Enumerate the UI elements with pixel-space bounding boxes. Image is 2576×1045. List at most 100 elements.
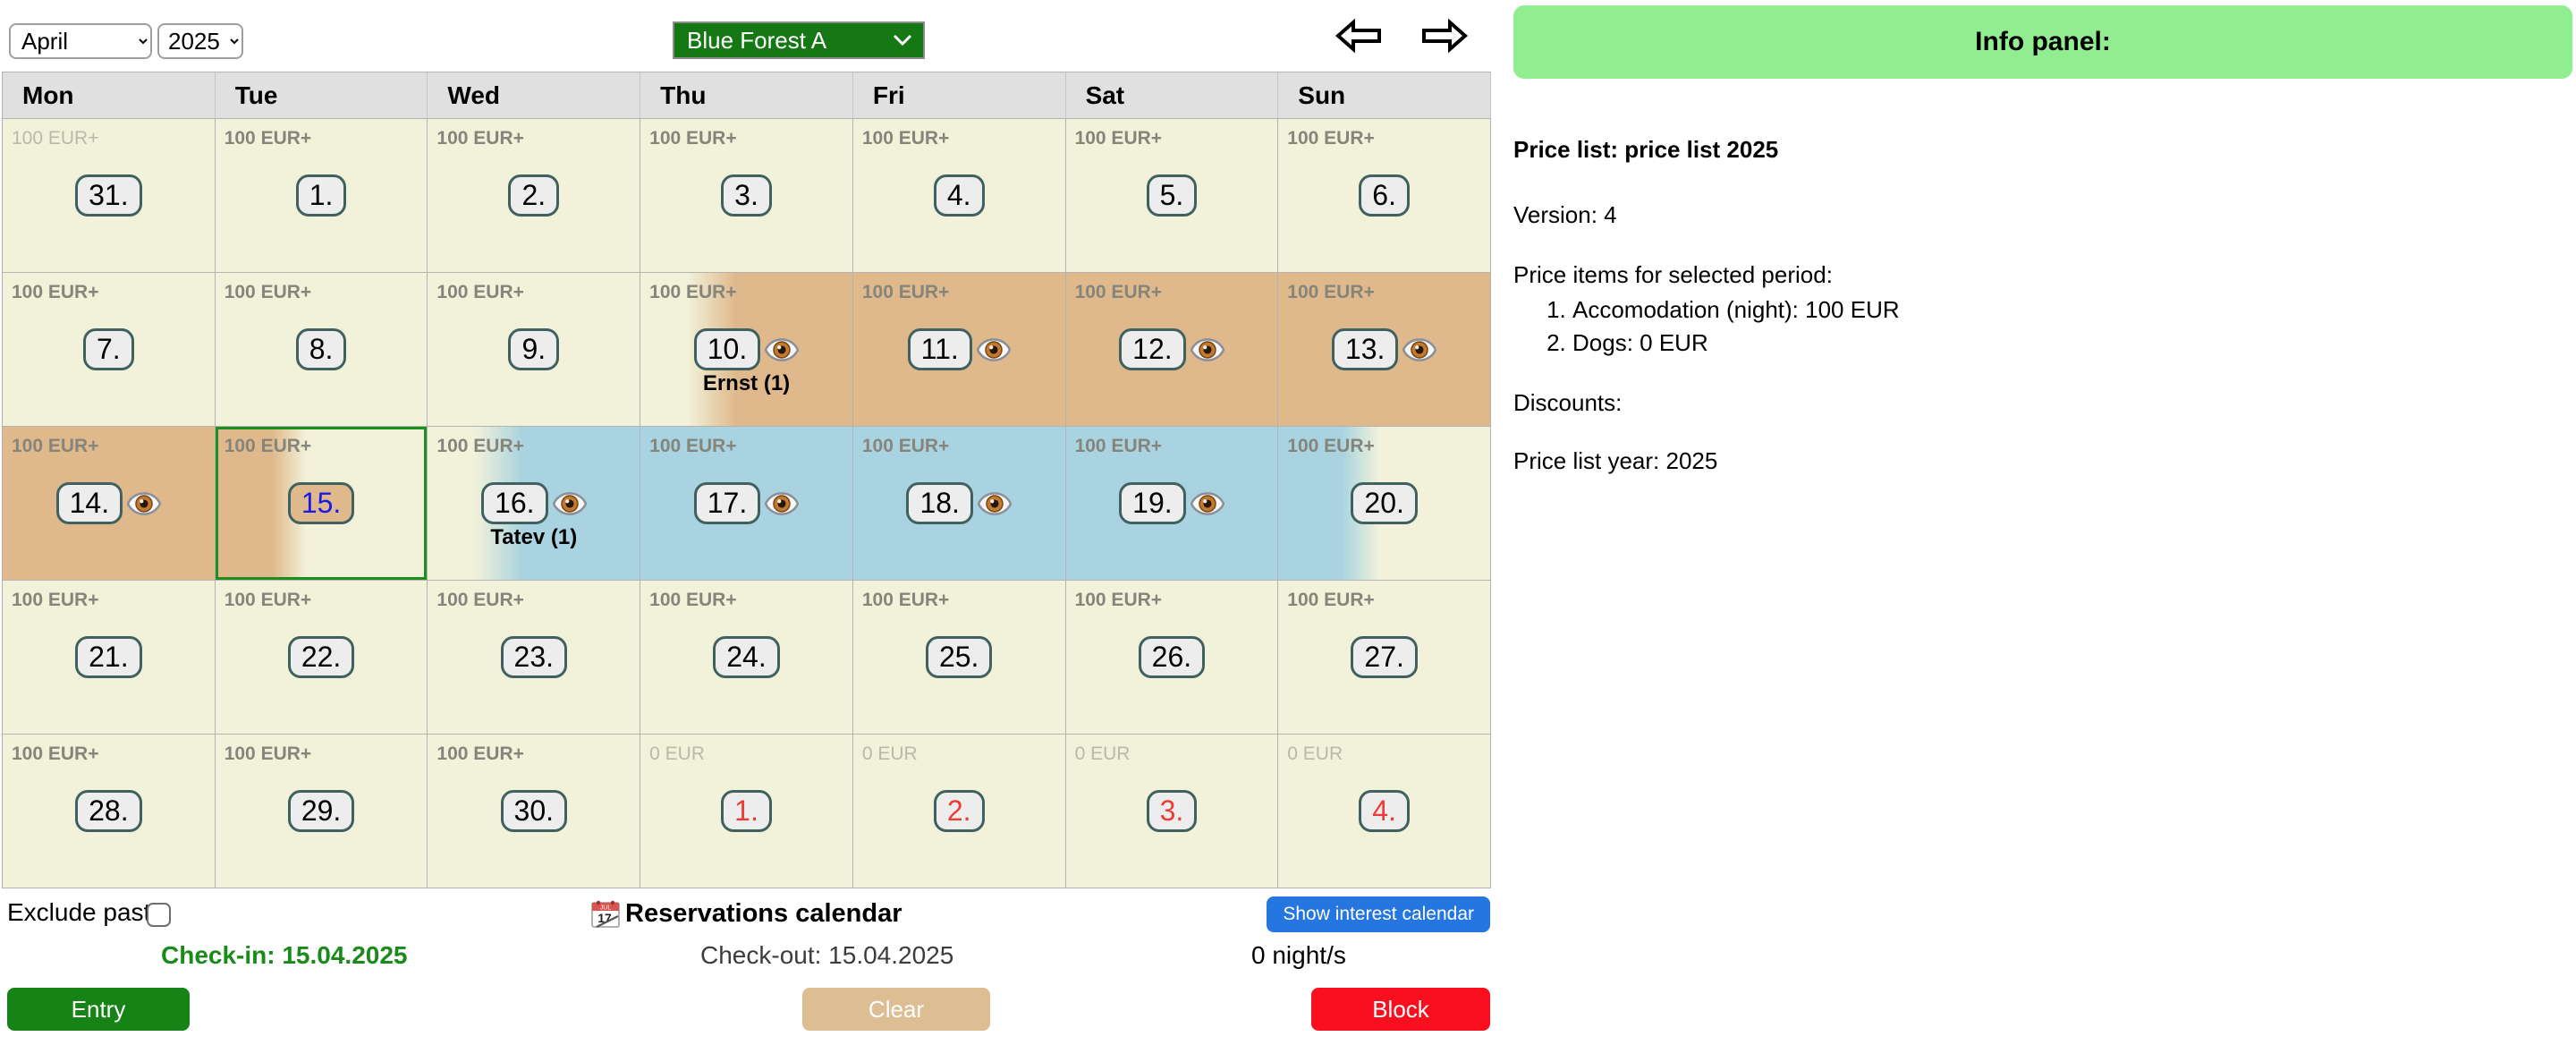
day-button[interactable]: 10. <box>693 328 761 370</box>
day-button[interactable]: 2. <box>508 174 560 217</box>
day-button[interactable]: 4. <box>933 174 985 217</box>
calendar-day-cell[interactable]: 100 EUR+ 17. <box>640 427 853 581</box>
day-button[interactable]: 29. <box>287 790 355 832</box>
day-button[interactable]: 26. <box>1138 636 1206 678</box>
calendar-day-cell[interactable]: 100 EUR+ 1. <box>215 119 428 273</box>
calendar-day-cell[interactable]: 0 EUR 4. <box>1278 735 1491 888</box>
eye-icon[interactable] <box>976 336 1011 364</box>
day-button[interactable]: 27. <box>1351 636 1418 678</box>
day-button[interactable]: 17. <box>693 482 761 524</box>
property-select[interactable]: Blue Forest A <box>673 21 925 59</box>
eye-icon[interactable] <box>1190 336 1224 364</box>
day-button[interactable]: 7. <box>83 328 134 370</box>
calendar-day-cell[interactable]: 100 EUR+ 9. <box>428 273 641 427</box>
calendar-day-cell[interactable]: 100 EUR+ 5. <box>1065 119 1279 273</box>
day-button[interactable]: 3. <box>1146 790 1198 832</box>
calendar-day-cell[interactable]: 100 EUR+ 13. <box>1278 273 1491 427</box>
day-button[interactable]: 2. <box>933 790 985 832</box>
eye-icon[interactable] <box>765 336 800 364</box>
day-button[interactable]: 20. <box>1351 482 1418 524</box>
calendar-day-cell[interactable]: 100 EUR+ 27. <box>1278 581 1491 735</box>
day-button[interactable]: 23. <box>500 636 568 678</box>
day-button[interactable]: 1. <box>721 790 772 832</box>
day-button[interactable]: 9. <box>508 328 560 370</box>
calendar-day-cell[interactable]: 100 EUR+ 24. <box>640 581 853 735</box>
month-select[interactable]: April <box>9 23 152 59</box>
weekday-header-wed: Wed <box>428 72 641 119</box>
calendar-day-cell[interactable]: 100 EUR+ 22. <box>215 581 428 735</box>
day-button[interactable]: 3. <box>721 174 772 217</box>
day-button[interactable]: 30. <box>500 790 568 832</box>
day-button[interactable]: 22. <box>287 636 355 678</box>
calendar-day-cell[interactable]: 100 EUR+ 3. <box>640 119 853 273</box>
day-button[interactable]: 14. <box>55 482 123 524</box>
day-button[interactable]: 28. <box>75 790 142 832</box>
calendar-day-cell[interactable]: 0 EUR 3. <box>1065 735 1279 888</box>
day-button[interactable]: 5. <box>1146 174 1198 217</box>
calendar-day-cell[interactable]: 0 EUR 2. <box>852 735 1066 888</box>
eye-icon[interactable] <box>977 489 1012 518</box>
day-button[interactable]: 19. <box>1119 482 1186 524</box>
day-button[interactable]: 4. <box>1359 790 1410 832</box>
show-interest-calendar-button[interactable]: Show interest calendar <box>1267 896 1490 932</box>
calendar-day-cell[interactable]: 0 EUR 1. <box>640 735 853 888</box>
calendar-day-cell[interactable]: 100 EUR+ 6. <box>1278 119 1491 273</box>
exclude-past-checkbox[interactable] <box>147 903 171 927</box>
day-price-label: 100 EUR+ <box>224 436 312 456</box>
calendar-day-cell[interactable]: 100 EUR+ 28. <box>3 735 216 888</box>
calendar-day-cell[interactable]: 100 EUR+ 11. <box>852 273 1066 427</box>
day-button[interactable]: 21. <box>75 636 142 678</box>
calendar-day-cell[interactable]: 100 EUR+ 21. <box>3 581 216 735</box>
calendar-day-cell[interactable]: 100 EUR+ 2. <box>428 119 641 273</box>
calendar-day-cell[interactable]: 100 EUR+ 4. <box>852 119 1066 273</box>
previous-month-arrow-icon[interactable] <box>1335 14 1383 57</box>
entry-button[interactable]: Entry <box>7 988 190 1031</box>
calendar-day-cell[interactable]: 100 EUR+ 20. <box>1278 427 1491 581</box>
day-button[interactable]: 13. <box>1331 328 1399 370</box>
eye-icon[interactable] <box>1190 489 1224 518</box>
eye-icon[interactable] <box>1402 336 1437 364</box>
calendar-day-cell[interactable]: 100 EUR+ 12. <box>1065 273 1279 427</box>
day-button[interactable]: 24. <box>713 636 780 678</box>
calendar-day-cell[interactable]: 100 EUR+ 25. <box>852 581 1066 735</box>
calendar-footer-bar: Exclude past JUL 17 Reservations calenda… <box>0 895 1491 934</box>
weekday-header-tue: Tue <box>215 72 428 119</box>
calendar-day-cell[interactable]: 100 EUR+ 18. <box>852 427 1066 581</box>
calendar-day-cell[interactable]: 100 EUR+ 31. <box>3 119 216 273</box>
eye-icon[interactable] <box>552 489 587 518</box>
day-button[interactable]: 1. <box>295 174 347 217</box>
block-button[interactable]: Block <box>1311 988 1490 1031</box>
clear-button[interactable]: Clear <box>802 988 990 1031</box>
calendar-day-cell[interactable]: 100 EUR+ 15. <box>215 427 428 581</box>
calendar-day-cell[interactable]: 100 EUR+ 10. Ernst (1) <box>640 273 853 427</box>
day-button[interactable]: 18. <box>906 482 973 524</box>
day-button[interactable]: 11. <box>907 328 972 370</box>
day-price-label: 100 EUR+ <box>12 128 99 149</box>
calendar-day-cell[interactable]: 100 EUR+ 8. <box>215 273 428 427</box>
day-price-label: 100 EUR+ <box>12 282 99 302</box>
day-price-label: 100 EUR+ <box>861 436 950 456</box>
calendar-page-icon: JUL 17 <box>591 900 620 928</box>
calendar-day-cell[interactable]: 100 EUR+ 19. <box>1065 427 1279 581</box>
calendar-day-cell[interactable]: 100 EUR+ 7. <box>3 273 216 427</box>
eye-icon[interactable] <box>765 489 800 518</box>
calendar-day-cell[interactable]: 100 EUR+ 26. <box>1065 581 1279 735</box>
day-price-label: 100 EUR+ <box>649 436 737 456</box>
day-button[interactable]: 16. <box>481 482 548 524</box>
period-header: Price items for selected period: <box>1513 261 1833 288</box>
day-button[interactable]: 8. <box>295 328 347 370</box>
calendar-day-cell[interactable]: 100 EUR+ 30. <box>428 735 641 888</box>
next-month-arrow-icon[interactable] <box>1420 14 1469 57</box>
day-price-label: 100 EUR+ <box>224 590 312 610</box>
calendar-day-cell[interactable]: 100 EUR+ 14. <box>3 427 216 581</box>
year-select[interactable]: 2025 <box>157 23 243 59</box>
day-button[interactable]: 12. <box>1119 328 1186 370</box>
calendar-day-cell[interactable]: 100 EUR+ 29. <box>215 735 428 888</box>
calendar-day-cell[interactable]: 100 EUR+ 16. Tatev (1) <box>428 427 641 581</box>
eye-icon[interactable] <box>127 489 162 518</box>
calendar-day-cell[interactable]: 100 EUR+ 23. <box>428 581 641 735</box>
day-button[interactable]: 15. <box>287 482 355 524</box>
day-button[interactable]: 25. <box>925 636 993 678</box>
day-button[interactable]: 31. <box>75 174 142 217</box>
day-button[interactable]: 6. <box>1359 174 1410 217</box>
